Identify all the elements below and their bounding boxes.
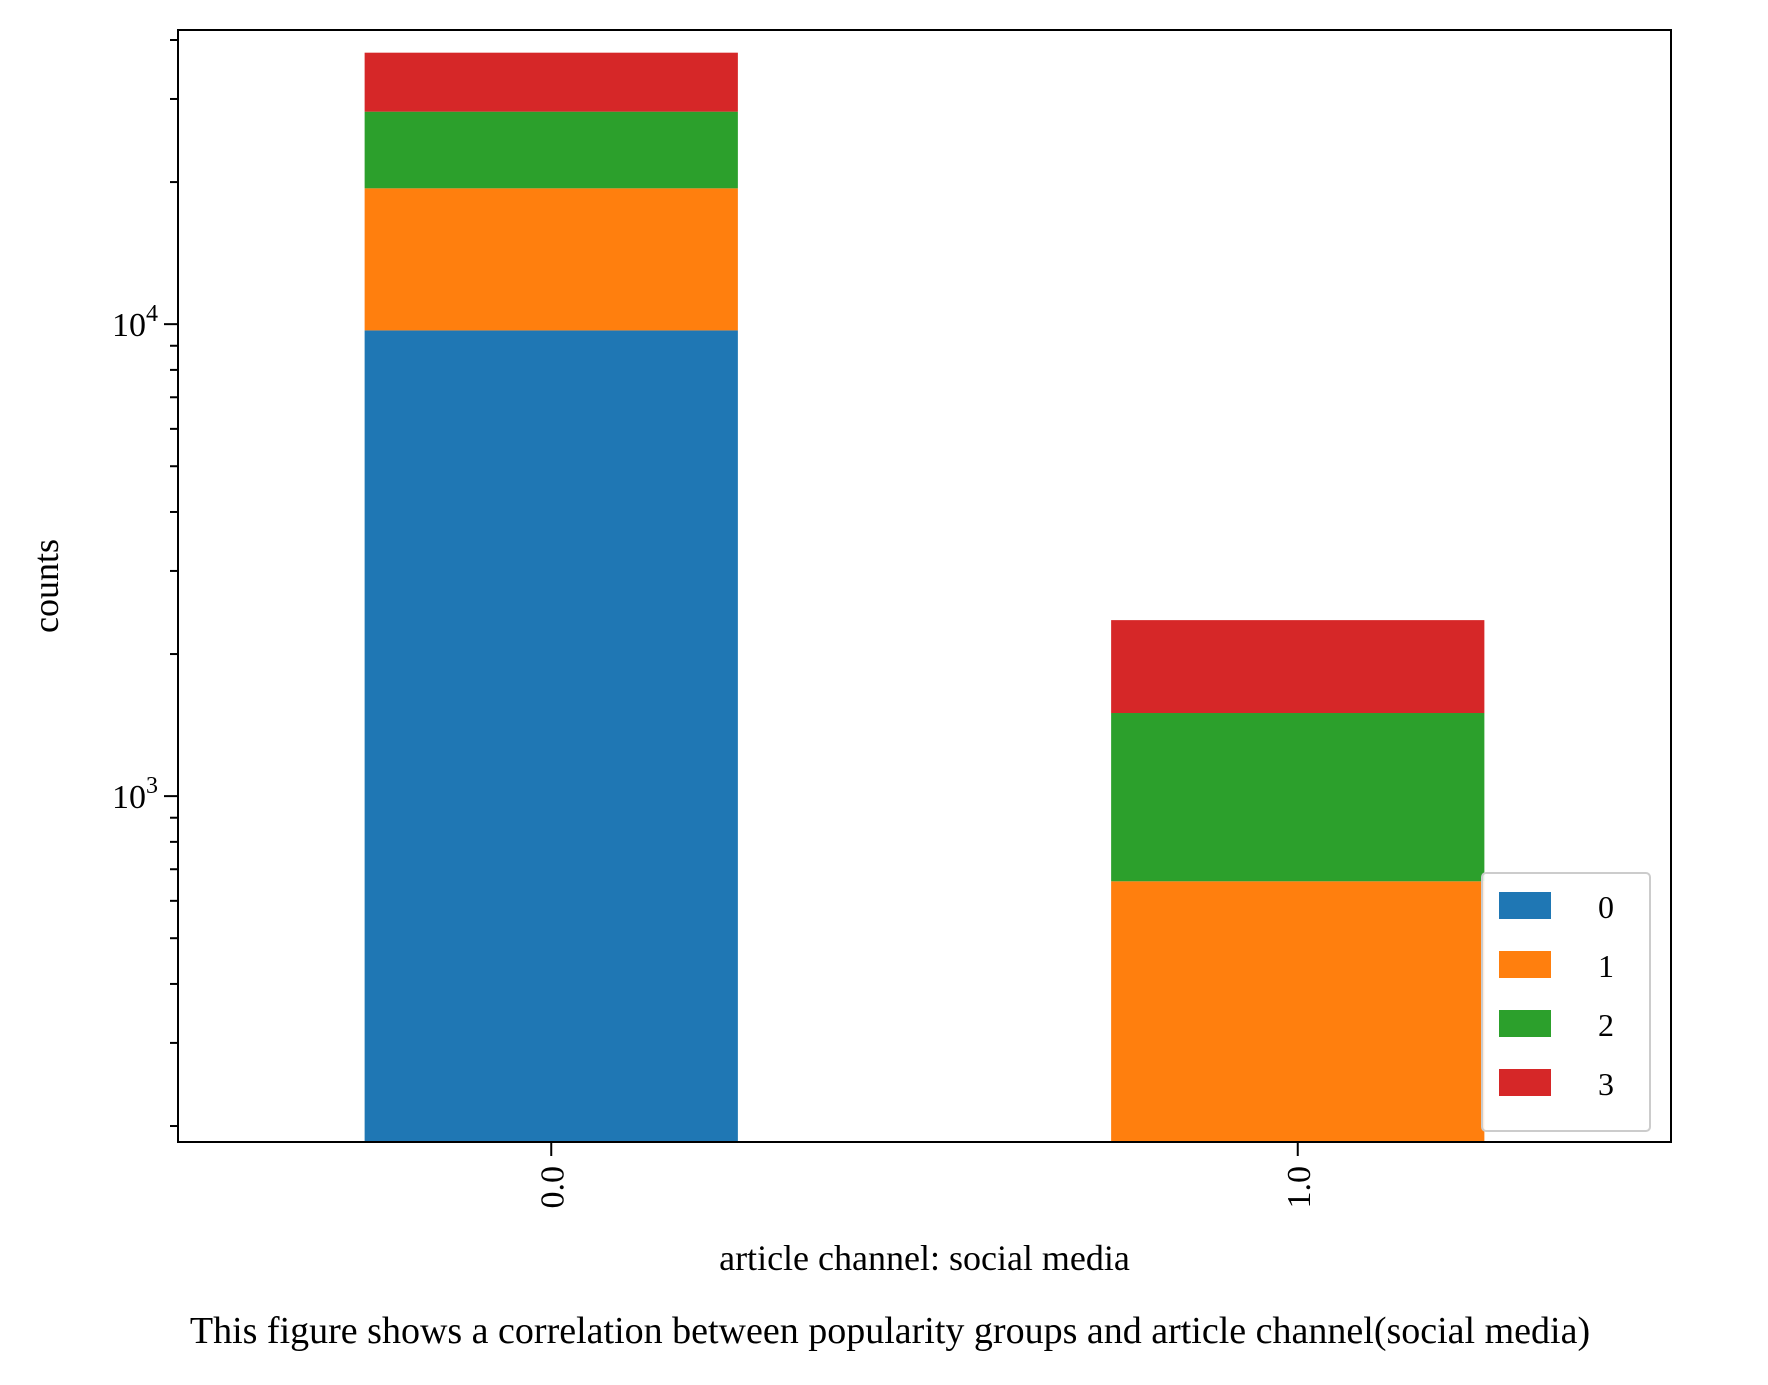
legend-label-0: 0 (1598, 889, 1614, 925)
legend-label-3: 3 (1598, 1066, 1614, 1102)
bar-segment-0.0-series-1 (364, 188, 738, 331)
x-axis-label: article channel: social media (719, 1238, 1130, 1278)
legend-box (1481, 872, 1651, 1132)
legend-swatch-3 (1499, 1069, 1551, 1096)
y-tick-label: 103 (112, 773, 158, 816)
legend-label-2: 2 (1598, 1007, 1614, 1043)
x-tick-label: 0.0 (534, 1166, 571, 1209)
legend: 0 1 2 3 (1481, 872, 1651, 1132)
y-axis-ticks: 103 104 (112, 39, 178, 1128)
bar-segment-0.0-series-2 (364, 111, 738, 189)
legend-swatch-2 (1499, 1010, 1551, 1037)
figure-caption: This figure shows a correlation between … (190, 1310, 1590, 1352)
legend-swatch-1 (1499, 951, 1551, 978)
bars-layer (364, 52, 1485, 1142)
bar-segment-0.0-series-3 (364, 52, 738, 112)
y-axis-label: counts (26, 539, 66, 633)
x-tick-label: 1.0 (1281, 1166, 1318, 1209)
bar-segment-1.0-series-3 (1111, 620, 1485, 714)
legend-swatch-0 (1499, 892, 1551, 919)
plot-frame (177, 29, 1672, 1143)
bar-segment-0.0-series-0 (364, 330, 738, 1142)
bar-segment-1.0-series-2 (1111, 713, 1485, 882)
x-axis-ticks: 0.0 1.0 (534, 1142, 1318, 1209)
y-tick-label: 104 (112, 301, 158, 344)
legend-label-1: 1 (1598, 948, 1614, 984)
bar-segment-1.0-series-1 (1111, 881, 1485, 1142)
